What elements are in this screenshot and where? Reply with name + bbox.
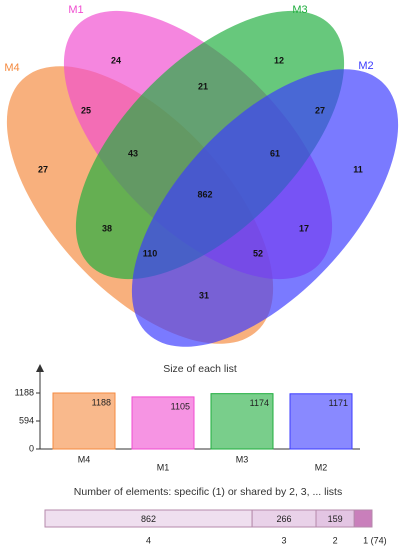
region-count: 52 xyxy=(253,248,263,258)
value-label: 1174 xyxy=(250,398,269,408)
value-label: 1188 xyxy=(92,397,111,407)
set-label: M1 xyxy=(68,4,83,16)
y-tick-label: 0 xyxy=(29,443,34,453)
chart-title: Number of elements: specific (1) or shar… xyxy=(74,486,342,498)
x-tick-label: 4 xyxy=(146,535,151,545)
x-tick-label: 1 (74) xyxy=(363,535,387,545)
value-label: 1171 xyxy=(329,398,348,408)
set-label: M2 xyxy=(358,60,373,72)
value-label: 266 xyxy=(277,514,292,524)
region-count: 11 xyxy=(353,164,363,174)
region-count: 21 xyxy=(198,81,208,91)
value-label: 862 xyxy=(141,514,156,524)
region-count: 61 xyxy=(270,148,280,158)
bar xyxy=(131,396,195,450)
value-label: 1105 xyxy=(171,401,190,411)
chart-title: Size of each list xyxy=(163,363,237,375)
region-count: 38 xyxy=(102,223,112,233)
bar xyxy=(52,392,116,450)
region-count: 43 xyxy=(128,148,138,158)
y-tick-label: 594 xyxy=(19,415,34,425)
region-count: 31 xyxy=(199,290,209,300)
venn-set xyxy=(131,69,399,347)
y-tick-label: 1188 xyxy=(15,387,34,397)
x-tick-label: M1 xyxy=(157,462,170,472)
region-count: 110 xyxy=(143,248,158,258)
region-count: 27 xyxy=(315,105,325,115)
bar xyxy=(210,393,274,450)
x-tick-label: M3 xyxy=(236,454,249,464)
set-label: M3 xyxy=(292,4,307,16)
set-label: M4 xyxy=(4,62,19,74)
region-count: 12 xyxy=(274,55,284,65)
bar xyxy=(289,393,353,450)
segment xyxy=(353,509,373,528)
region-count: 25 xyxy=(81,105,91,115)
x-tick-label: M2 xyxy=(315,462,328,472)
axis-arrow xyxy=(36,364,44,372)
x-tick-label: 2 xyxy=(333,535,338,545)
x-tick-label: M4 xyxy=(78,454,91,464)
region-count: 27 xyxy=(38,164,48,174)
region-count: 862 xyxy=(197,189,212,199)
region-count: 24 xyxy=(111,55,121,65)
region-count: 17 xyxy=(299,223,309,233)
value-label: 159 xyxy=(328,514,343,524)
x-tick-label: 3 xyxy=(282,535,287,545)
